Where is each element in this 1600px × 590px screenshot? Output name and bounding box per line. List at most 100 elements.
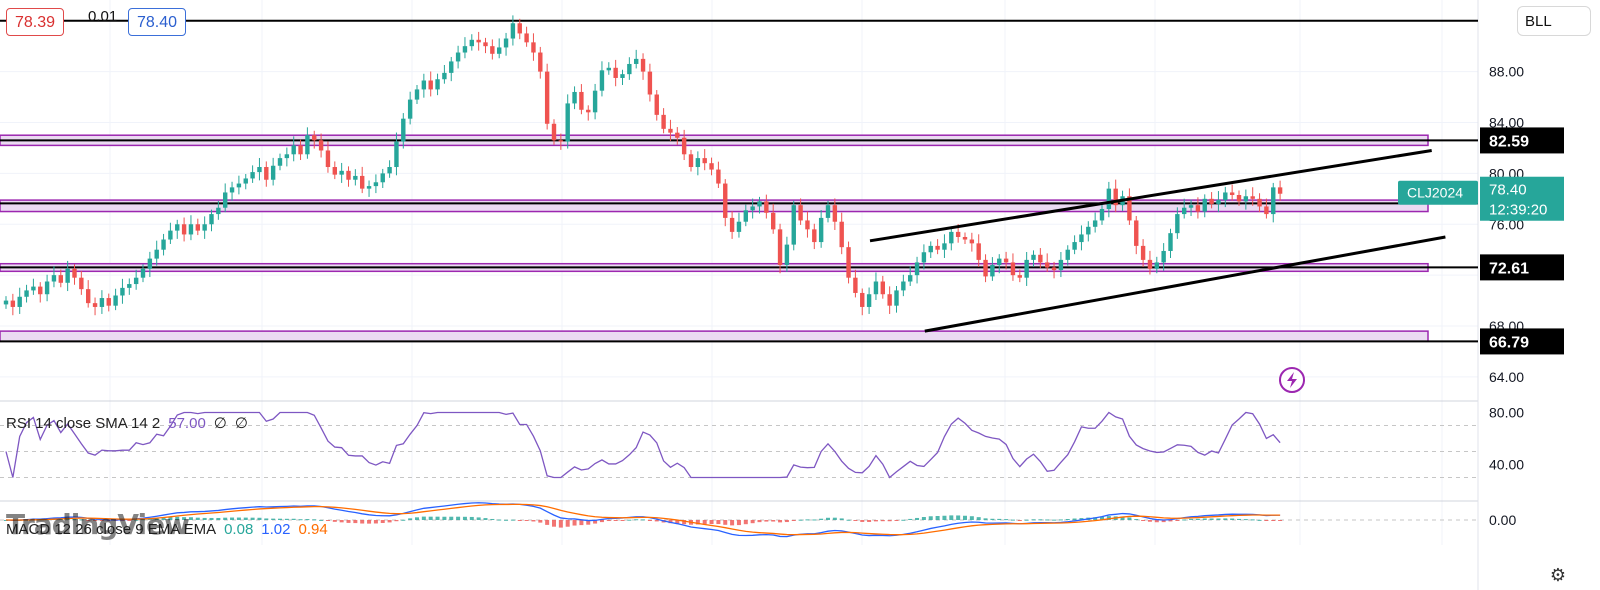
candle-body-170: [1168, 233, 1173, 251]
macd-hist-bar-105: [723, 520, 728, 525]
macd-hist-bar-19: [134, 519, 139, 521]
candle-body-76: [524, 33, 529, 43]
candle-body-98: [675, 132, 680, 138]
macd-hist-bar-88: [606, 520, 611, 522]
level-badge-2: [1480, 254, 1564, 281]
candle-body-138: [949, 231, 954, 244]
candle-body-30: [209, 214, 214, 225]
macd-hist-bar-99: [682, 520, 687, 525]
bid-price-box[interactable]: 78.39: [6, 8, 65, 36]
candle-body-103: [709, 163, 714, 170]
candle-body-166: [1140, 245, 1146, 260]
macd-hist-bar-126: [867, 520, 872, 522]
macd-hist-bar-38: [264, 518, 269, 520]
candle-body-158: [1086, 226, 1091, 235]
macd-title[interactable]: MACD 12 26 close 9 EMA EMA 0.08 1.02 0.94: [6, 521, 336, 538]
macd-hist-bar-146: [1004, 519, 1009, 521]
macd-hist-bar-133: [915, 517, 920, 520]
candle-body-149: [1024, 259, 1029, 278]
candle-body-177: [1216, 200, 1221, 204]
macd-hist-bar-52: [360, 520, 365, 524]
macd-hist-bar-27: [188, 517, 193, 520]
candle-body-23: [161, 239, 166, 250]
candle-body-81: [558, 140, 564, 142]
candle-body-25: [175, 224, 180, 231]
candle-body-69: [476, 39, 481, 43]
macd-hist-bar-173: [1189, 518, 1194, 520]
candle-body-27: [188, 224, 194, 235]
macd-hist-bar-127: [873, 520, 878, 522]
candle-body-130: [894, 290, 899, 306]
macd-hist-bar-148: [1017, 520, 1022, 521]
candle-body-59: [407, 99, 413, 119]
macd-hist-bar-137: [942, 515, 947, 520]
candle-body-0: [3, 300, 9, 305]
macd-hist-bar-84: [579, 520, 584, 526]
macd-hist-bar-49: [339, 520, 344, 523]
candle-body-72: [497, 47, 502, 54]
candle-body-186: [1277, 187, 1283, 194]
candle-body-18: [127, 284, 132, 288]
macd-hist-bar-140: [963, 515, 967, 520]
candle-body-57: [394, 141, 399, 168]
candle-body-83: [572, 91, 577, 104]
candle-body-26: [181, 224, 187, 235]
candle-body-47: [325, 150, 331, 168]
macd-hist-bar-40: [278, 518, 282, 520]
price-tick-0: 88.00: [1489, 64, 1524, 80]
candle-body-118: [812, 229, 817, 243]
macd-hist-bar-160: [1100, 516, 1104, 520]
candle-body-169: [1161, 250, 1166, 263]
candle-body-45: [312, 135, 317, 141]
candle-body-113: [777, 229, 783, 265]
macd-hist-bar-77: [531, 520, 536, 522]
macd-hist-bar-47: [325, 520, 330, 521]
macd-hist-bar-102: [702, 520, 707, 525]
candle-body-181: [1243, 196, 1249, 202]
candle-body-183: [1257, 198, 1262, 207]
macd-hist-bar-186: [1278, 520, 1283, 521]
ticker-box[interactable]: BLL: [1517, 6, 1591, 36]
macd-hist-bar-114: [784, 520, 789, 523]
candle-body-139: [955, 231, 961, 237]
candle-body-160: [1099, 208, 1105, 221]
macd-hist-bar-51: [353, 520, 358, 524]
candle-body-120: [825, 205, 831, 218]
macd-hist-bar-14: [99, 520, 104, 521]
macd-hist-bar-159: [1093, 517, 1098, 520]
macd-hist-bar-93: [641, 519, 646, 521]
candle-body-162: [1113, 188, 1118, 206]
candle-body-85: [586, 109, 591, 113]
macd-hist-bar-34: [236, 517, 241, 520]
candle-body-159: [1092, 220, 1098, 227]
candle-body-172: [1182, 207, 1187, 215]
macd-line-value: 1.02: [261, 521, 291, 538]
macd-hist-bar-37: [257, 517, 262, 520]
candle-body-151: [1038, 254, 1043, 263]
candle-body-128: [880, 281, 885, 295]
rsi-extra-1: ∅: [213, 415, 227, 432]
macd-hist-bar-108: [743, 520, 748, 525]
candle-body-35: [243, 178, 248, 184]
macd-hist-bar-131: [901, 519, 906, 521]
macd-hist-bar-175: [1202, 518, 1207, 520]
rsi-title[interactable]: RSI 14 close SMA 14 2 57.00 ∅ ∅: [6, 414, 256, 432]
macd-hist-bar-62: [428, 516, 433, 520]
candle-body-154: [1058, 259, 1064, 271]
candle-body-153: [1051, 267, 1057, 271]
macd-hist-bar-155: [1065, 518, 1070, 520]
ask-price-box[interactable]: 78.40: [128, 8, 187, 36]
candle-body-41: [284, 154, 290, 159]
candle-body-147: [1010, 262, 1016, 276]
macd-hist-bar-65: [449, 516, 454, 520]
candle-body-110: [757, 201, 762, 207]
macd-hist-bar-32: [223, 517, 228, 520]
candle-body-13: [92, 303, 98, 307]
level-lines: [0, 19, 1478, 343]
candle-body-58: [401, 118, 406, 142]
macd-hist-bar-28: [195, 517, 200, 520]
settings-icon[interactable]: ⚙: [1549, 565, 1567, 586]
macd-hist-bar-69: [476, 517, 481, 520]
candle-body-99: [681, 137, 687, 155]
